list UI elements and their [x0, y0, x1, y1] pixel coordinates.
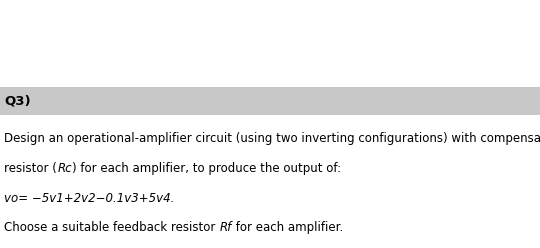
Text: Design an operational-amplifier circuit (using two inverting configurations) wit: Design an operational-amplifier circuit …	[4, 132, 540, 145]
Text: ) for each amplifier, to produce the output of:: ) for each amplifier, to produce the out…	[72, 162, 341, 175]
FancyBboxPatch shape	[0, 87, 540, 115]
Text: Rc: Rc	[57, 162, 72, 175]
Text: Choose a suitable feedback resistor: Choose a suitable feedback resistor	[4, 221, 219, 234]
Text: resistor (: resistor (	[4, 162, 57, 175]
Text: for each amplifier.: for each amplifier.	[232, 221, 343, 234]
Text: Q3): Q3)	[4, 94, 31, 108]
Text: vo= −5v1+2v2−0.1v3+5v4.: vo= −5v1+2v2−0.1v3+5v4.	[4, 192, 175, 205]
Text: Rf: Rf	[219, 221, 232, 234]
